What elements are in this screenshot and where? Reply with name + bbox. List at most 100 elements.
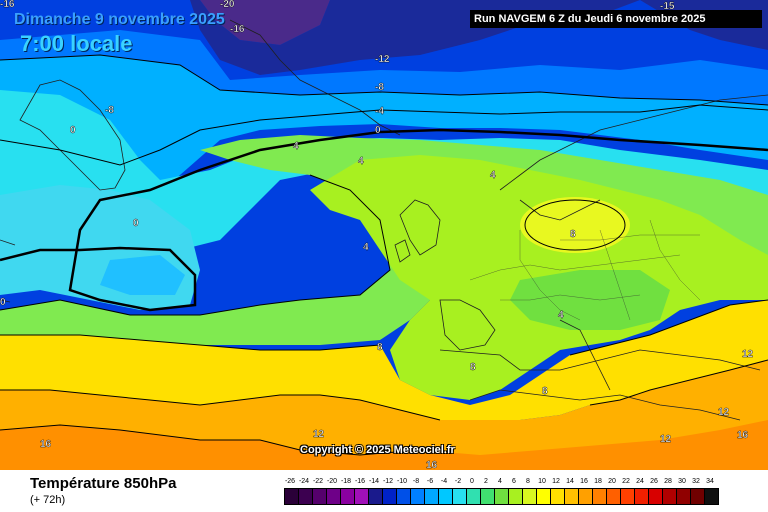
contour-label: -20: [220, 0, 235, 10]
contour-label: 4: [558, 310, 564, 321]
legend-swatch: [537, 489, 551, 504]
contour-label: 12: [718, 407, 730, 418]
legend-swatch: [481, 489, 495, 504]
field-minus-2-core: [100, 255, 185, 295]
variable-title: Température 850hPa: [30, 475, 177, 492]
legend-label: -26: [284, 478, 296, 485]
legend-swatch: [663, 489, 677, 504]
legend-label: 34: [706, 478, 714, 485]
legend-label: 16: [580, 478, 588, 485]
field-plus-10: [0, 300, 768, 420]
legend-label: -10: [396, 478, 408, 485]
legend-swatch: [313, 489, 327, 504]
legend-label: -16: [354, 478, 366, 485]
legend-label: 22: [622, 478, 630, 485]
temperature-map: -20 -16 -15 -12 -8 -8 -4 0 0 0 0 4 4 4 4…: [0, 0, 768, 470]
legend-label: 2: [484, 478, 488, 485]
legend-swatch: [369, 489, 383, 504]
contour-label: 16: [426, 460, 438, 470]
legend-swatch: [383, 489, 397, 504]
legend-label: -14: [368, 478, 380, 485]
legend-label: -22: [312, 478, 324, 485]
contour-label: -16: [230, 24, 245, 35]
legend-swatch: [467, 489, 481, 504]
contour-label: 0: [375, 125, 381, 136]
contour-label: -15: [660, 1, 675, 12]
field-minus-4: [0, 55, 768, 210]
legend-swatch: [397, 489, 411, 504]
legend-label: 12: [552, 478, 560, 485]
contour-label: 8: [377, 342, 383, 353]
contour-label: -12: [375, 54, 390, 65]
field-minus-20: [200, 0, 330, 45]
legend-label: -24: [298, 478, 310, 485]
legend-label: -2: [454, 478, 462, 485]
legend-swatch: [677, 489, 691, 504]
legend-label: 0: [470, 478, 474, 485]
contour-label: -4: [375, 106, 384, 117]
legend-label: 14: [566, 478, 574, 485]
contour-label: 4: [293, 141, 299, 152]
legend-swatch: [691, 489, 705, 504]
contour-label: 8: [542, 386, 548, 397]
legend-swatch: [579, 489, 593, 504]
contour-label: -8: [375, 82, 384, 93]
legend-label: 10: [538, 478, 546, 485]
contour-label: 12: [313, 429, 325, 440]
legend-swatch: [327, 489, 341, 504]
contour-label: 8: [570, 229, 576, 240]
legend-label: -4: [440, 478, 448, 485]
legend-swatch: [649, 489, 663, 504]
contour-label: 16: [737, 430, 749, 441]
legend-swatch: [593, 489, 607, 504]
legend-label: 18: [594, 478, 602, 485]
lead-time: (+ 72h): [30, 494, 66, 506]
legend-label: -6: [426, 478, 434, 485]
isotherm-baltic: [524, 199, 626, 251]
legend-label: 32: [692, 478, 700, 485]
contour-label: 4: [358, 156, 364, 167]
legend-label: -12: [382, 478, 394, 485]
legend-swatch: [453, 489, 467, 504]
legend-label: 24: [636, 478, 644, 485]
field-central-green: [510, 270, 670, 330]
contour-label: 4: [363, 242, 369, 253]
legend-swatch: [439, 489, 453, 504]
forecast-date-title: Dimanche 9 novembre 2025: [14, 11, 225, 28]
legend-swatch: [411, 489, 425, 504]
legend-swatch: [495, 489, 509, 504]
legend-swatch: [551, 489, 565, 504]
legend-label: -20: [326, 478, 338, 485]
contour-label: 8: [470, 362, 476, 373]
legend-swatch: [425, 489, 439, 504]
copyright-notice: Copyright © 2025 Meteociel.fr: [300, 444, 455, 456]
legend-swatch: [621, 489, 635, 504]
contour-label: -16: [0, 0, 15, 10]
isotherm-zero: [0, 128, 768, 312]
legend-label: 28: [664, 478, 672, 485]
legend-swatch: [355, 489, 369, 504]
map-area: -20 -16 -15 -12 -8 -8 -4 0 0 0 0 4 4 4 4…: [0, 0, 768, 470]
field-plus-16: [0, 420, 768, 470]
legend-label: -18: [340, 478, 352, 485]
legend-label: 8: [526, 478, 530, 485]
contour-label: 4: [490, 170, 496, 181]
contour-label: -8: [105, 105, 114, 116]
legend-label: 30: [678, 478, 686, 485]
map-footer: Température 850hPa (+ 72h) -26 -24 -22 -20-…: [0, 470, 768, 512]
legend-swatch: [607, 489, 621, 504]
coastlines: [0, 19, 768, 421]
legend-swatch: [705, 489, 718, 504]
contour-label: 12: [660, 434, 672, 445]
contour-label: 12: [742, 349, 754, 360]
contour-label: 0: [70, 125, 76, 136]
color-legend: [284, 488, 719, 505]
legend-label: 4: [498, 478, 502, 485]
legend-label: -8: [412, 478, 420, 485]
legend-label: 20: [608, 478, 616, 485]
legend-swatch: [285, 489, 299, 504]
contour-label: 16: [40, 439, 52, 450]
contour-label: 0: [0, 297, 6, 308]
field-baltic-pocket: [520, 197, 630, 253]
legend-swatch: [509, 489, 523, 504]
